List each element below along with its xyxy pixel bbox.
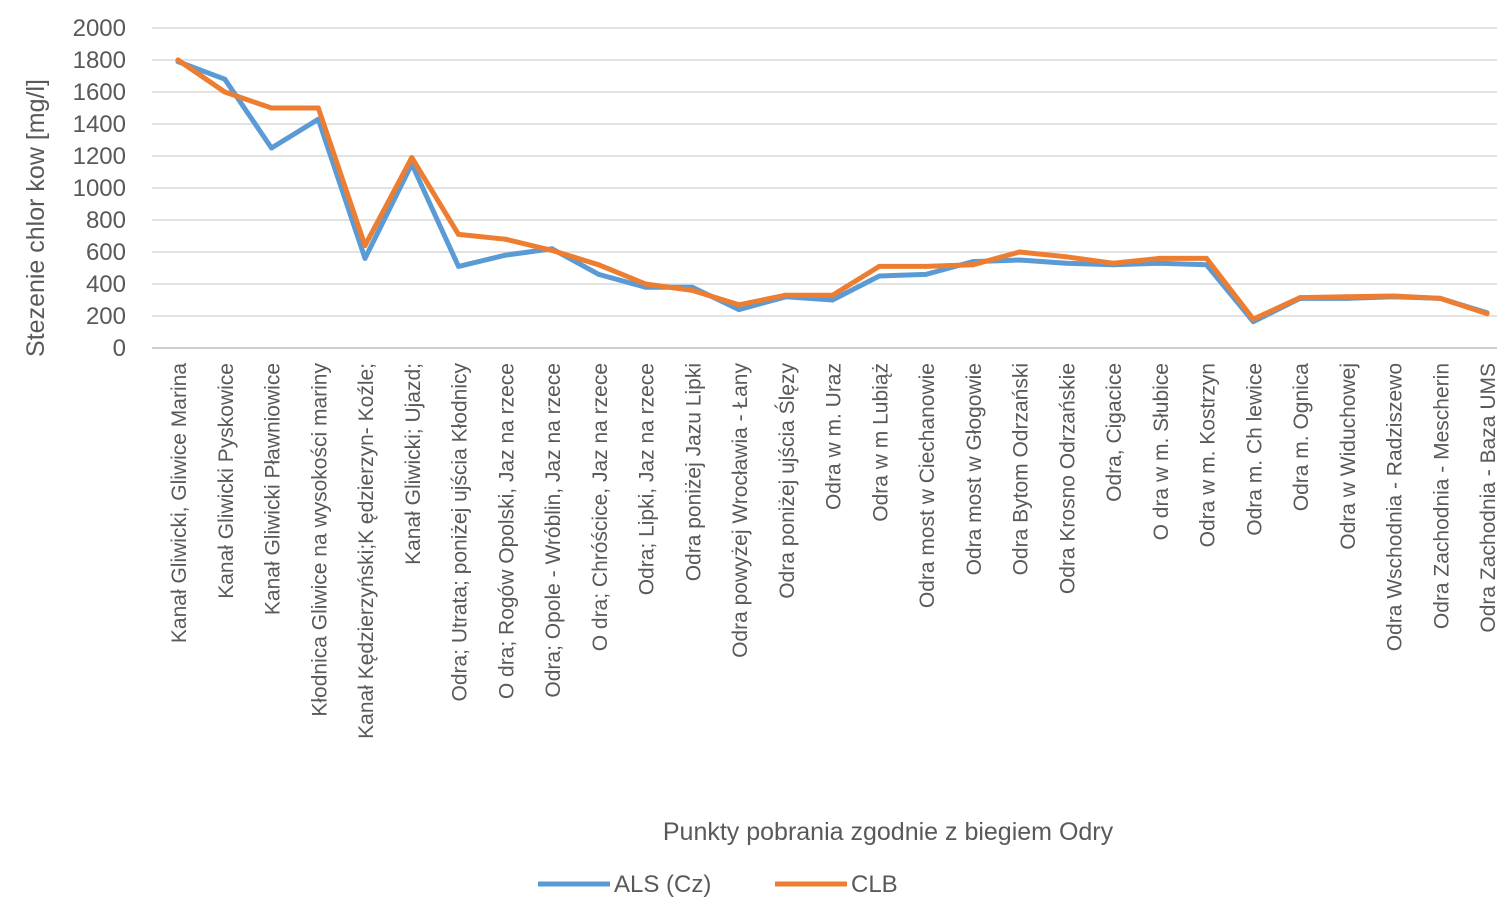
x-tick-label: Odra; Opole - Wróblin, Jaz na rzece: [542, 363, 565, 698]
y-tick-label: 0: [113, 335, 126, 362]
x-tick-label: Kanał Gliwicki, Gliwice Marina: [168, 363, 191, 643]
x-tick-label: Kanał Gliwicki Pławniowice: [262, 363, 285, 615]
y-axis-title: Stezenie chlor kow [mg/l]: [22, 79, 50, 357]
data-point: [456, 231, 461, 237]
x-tick-label: O dra; Rogów Opolski, Jaz na rzece: [495, 363, 518, 699]
data-point: [736, 307, 742, 313]
series-line: [175, 59, 1490, 325]
x-tick-label: Odra; Lipki, Jaz na rzece: [636, 363, 659, 595]
y-tick-label: 200: [86, 303, 126, 330]
x-tick-label: Kłodnica Gliwice na wysokości mariny: [308, 363, 331, 717]
x-tick-label: Kanał Gliwicki Pyskowice: [215, 363, 238, 599]
data-point: [1391, 293, 1396, 299]
gridlines: [152, 27, 1497, 349]
y-tick-label: 1800: [73, 47, 126, 74]
data-point: [269, 105, 274, 111]
y-axis-ticks: 0 200 400 600 800 1000 1200 1400 1600 1800 2000: [73, 15, 126, 362]
data-point: [1017, 257, 1022, 263]
x-tick-label: Kanał Kędzierzyński;K ędzierzyn- Koźle;: [355, 363, 378, 739]
data-point: [970, 262, 976, 268]
data-point: [596, 271, 602, 277]
x-tick-label: Odra w m. Uraz: [823, 363, 846, 510]
data-point: [456, 263, 461, 269]
x-tick-label: Odra; Utrata; poniżej ujścia Kłodnicy: [449, 363, 472, 702]
data-point: [222, 89, 228, 95]
y-tick-label: 1600: [73, 79, 126, 106]
x-tick-label: Odra m. Ch lewice: [1243, 363, 1266, 536]
data-point: [1250, 316, 1256, 322]
data-point: [269, 145, 274, 151]
data-point: [549, 247, 555, 253]
x-tick-label: Odra Krosno Odrzańskie: [1056, 363, 1079, 594]
y-tick-label: 800: [86, 207, 126, 234]
x-tick-label: Odra Zachodnia - Baza UMS: [1477, 363, 1499, 633]
x-tick-label: Odra w m Lubiąż: [869, 363, 892, 522]
x-tick-label: Odra, Cigacice: [1103, 363, 1126, 502]
x-tick-label: Odra Bytom Odrzański: [1010, 363, 1033, 575]
data-point: [830, 297, 835, 303]
data-point: [643, 281, 648, 287]
data-point: [596, 262, 602, 268]
data-point: [736, 302, 742, 308]
data-point: [923, 271, 929, 277]
x-tick-label: Kanał Gliwicki; Ujazd;: [402, 363, 425, 565]
data-point: [876, 273, 882, 279]
data-point: [502, 236, 508, 242]
x-axis-title: Punkty pobrania zgodnie z biegiem Odry: [663, 818, 1114, 846]
x-tick-label: Odra Zachodnia - Mescherin: [1430, 363, 1453, 629]
y-tick-label: 2000: [73, 15, 126, 42]
data-point: [876, 263, 882, 269]
x-tick-label: Odra Wschodnia - Radziszewo: [1384, 363, 1407, 651]
data-point: [1344, 294, 1350, 300]
data-point: [1437, 295, 1443, 301]
data-point: [1157, 260, 1163, 266]
data-point: [1204, 255, 1209, 261]
data-point: [1157, 255, 1163, 261]
series-line: [175, 57, 1490, 322]
x-tick-label: Odra w m. Kostrzyn: [1197, 363, 1220, 547]
series-lines: [175, 57, 1490, 325]
y-tick-label: 1200: [73, 143, 126, 170]
data-point: [222, 76, 228, 82]
data-point: [1297, 295, 1303, 301]
legend-label: ALS (Cz): [614, 871, 711, 898]
legend-label: CLB: [851, 871, 898, 898]
x-tick-label: O dra; Chróścice, Jaz na rzece: [589, 363, 612, 651]
y-tick-label: 1400: [73, 111, 126, 138]
x-tick-label: O dra w m. Słubice: [1150, 363, 1173, 540]
data-point: [502, 252, 508, 258]
data-point: [362, 255, 368, 261]
x-tick-label: Odra most w Ciechanowie: [916, 363, 939, 608]
data-point: [1063, 254, 1069, 260]
data-point: [315, 105, 321, 111]
data-point: [923, 263, 929, 269]
y-tick-label: 1000: [73, 175, 126, 202]
data-point: [830, 292, 835, 298]
x-tick-label: Odra most w Głogowie: [963, 363, 986, 575]
data-point: [362, 243, 368, 249]
data-point: [783, 292, 789, 298]
data-point: [1110, 260, 1116, 266]
data-point: [1484, 311, 1490, 317]
data-point: [1017, 249, 1022, 255]
x-tick-label: Odra poniżej ujścia Ślęzy: [775, 363, 799, 599]
x-axis-ticks: Kanał Gliwicki, Gliwice Marina Kanał Gliw…: [168, 363, 1499, 739]
x-tick-label: Odra powyżej Wrocławia - Łany: [729, 363, 752, 658]
data-point: [689, 287, 695, 293]
data-point: [1063, 260, 1069, 266]
data-point: [409, 155, 415, 161]
y-tick-label: 400: [86, 271, 126, 298]
y-tick-label: 600: [86, 239, 126, 266]
x-tick-label: Odra m. Ognica: [1290, 363, 1313, 512]
data-point: [175, 57, 181, 63]
legend: ALS (Cz) CLB: [538, 871, 898, 898]
x-tick-label: Odra w Widuchowej: [1337, 363, 1360, 550]
x-tick-label: Odra poniżej Jazu Lipki: [682, 363, 705, 581]
